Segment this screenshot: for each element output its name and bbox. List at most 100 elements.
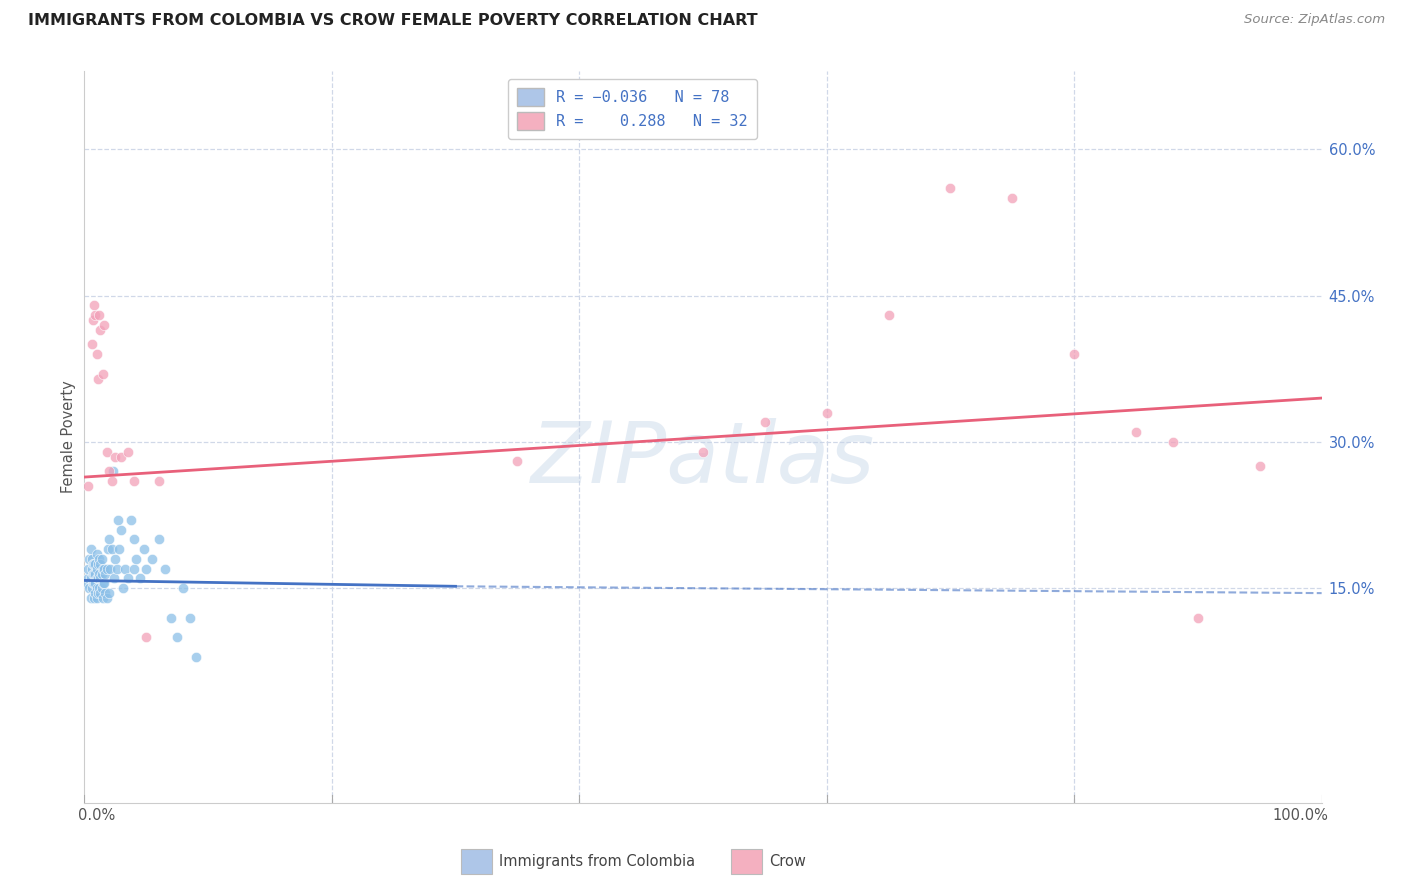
Point: [89, 557, 111, 571]
Point: [132, 542, 155, 557]
Point: [91, 576, 114, 591]
Point: [172, 581, 194, 595]
Point: [79, 591, 101, 605]
Point: [89, 566, 111, 581]
Point: [84, 308, 107, 322]
Point: [101, 464, 124, 478]
Point: [100, 542, 122, 557]
Point: [1001, 191, 1024, 205]
Point: [98, 533, 121, 547]
Y-axis label: Female Poverty: Female Poverty: [60, 381, 76, 493]
Point: [87, 586, 110, 600]
Point: [117, 444, 139, 458]
Point: [79, 552, 101, 566]
Text: Crow: Crow: [769, 855, 806, 869]
Point: [153, 562, 176, 576]
Point: [122, 533, 145, 547]
Point: [83, 576, 105, 591]
Point: [141, 552, 163, 566]
Point: [877, 308, 900, 322]
Text: IMMIGRANTS FROM COLOMBIA VS CROW FEMALE POVERTY CORRELATION CHART: IMMIGRANTS FROM COLOMBIA VS CROW FEMALE …: [28, 13, 758, 29]
Text: Source: ZipAtlas.com: Source: ZipAtlas.com: [1244, 13, 1385, 27]
Point: [93, 562, 115, 576]
Point: [148, 474, 170, 488]
Point: [89, 308, 111, 322]
Point: [82, 566, 104, 581]
Point: [89, 552, 111, 566]
Point: [76, 576, 98, 591]
Point: [148, 533, 170, 547]
Point: [91, 367, 114, 381]
Point: [815, 406, 838, 420]
Point: [77, 562, 100, 576]
Point: [166, 630, 188, 644]
Legend: R = −0.036   N = 78, R =    0.288   N = 32: R = −0.036 N = 78, R = 0.288 N = 32: [508, 79, 758, 139]
Point: [754, 416, 776, 430]
Point: [100, 474, 122, 488]
Point: [135, 630, 157, 644]
Point: [86, 347, 108, 361]
Point: [96, 444, 118, 458]
Point: [179, 610, 201, 624]
Point: [105, 562, 128, 576]
Point: [82, 557, 104, 571]
Point: [83, 557, 105, 571]
Point: [89, 586, 111, 600]
Point: [82, 576, 104, 591]
Point: [1187, 610, 1209, 624]
Point: [184, 649, 207, 664]
Point: [89, 323, 111, 337]
Point: [79, 572, 101, 586]
Point: [104, 552, 127, 566]
Point: [84, 566, 107, 581]
Point: [90, 581, 112, 595]
Point: [80, 562, 103, 576]
Point: [97, 542, 120, 557]
Point: [89, 572, 111, 586]
Point: [93, 576, 115, 591]
Point: [80, 337, 103, 351]
Point: [1249, 459, 1271, 474]
Point: [86, 581, 108, 595]
Text: ZIPatlas: ZIPatlas: [531, 417, 875, 500]
Point: [87, 572, 110, 586]
Point: [98, 586, 121, 600]
Point: [96, 591, 118, 605]
Point: [83, 591, 105, 605]
Point: [692, 444, 714, 458]
Point: [1125, 425, 1147, 440]
Point: [110, 523, 132, 537]
Point: [98, 464, 121, 478]
Point: [86, 547, 108, 561]
Point: [506, 454, 529, 468]
Point: [111, 581, 134, 595]
Point: [77, 479, 100, 493]
Point: [114, 562, 136, 576]
Point: [1161, 434, 1184, 449]
Point: [80, 581, 103, 595]
Point: [104, 450, 127, 464]
Point: [91, 591, 114, 605]
Point: [84, 576, 107, 591]
Point: [80, 552, 103, 566]
Point: [94, 566, 117, 581]
Point: [84, 586, 107, 600]
Point: [122, 562, 145, 576]
Text: Immigrants from Colombia: Immigrants from Colombia: [499, 855, 695, 869]
Point: [91, 562, 114, 576]
Point: [1063, 347, 1085, 361]
Point: [86, 591, 108, 605]
Point: [79, 581, 101, 595]
Point: [86, 572, 108, 586]
Point: [160, 610, 183, 624]
Point: [86, 562, 108, 576]
Text: 100.0%: 100.0%: [1272, 807, 1327, 822]
Point: [108, 542, 131, 557]
Point: [125, 552, 148, 566]
Point: [83, 298, 105, 312]
Point: [98, 562, 121, 576]
Text: 0.0%: 0.0%: [79, 807, 115, 822]
Point: [84, 557, 107, 571]
Point: [82, 313, 104, 327]
Point: [89, 581, 111, 595]
